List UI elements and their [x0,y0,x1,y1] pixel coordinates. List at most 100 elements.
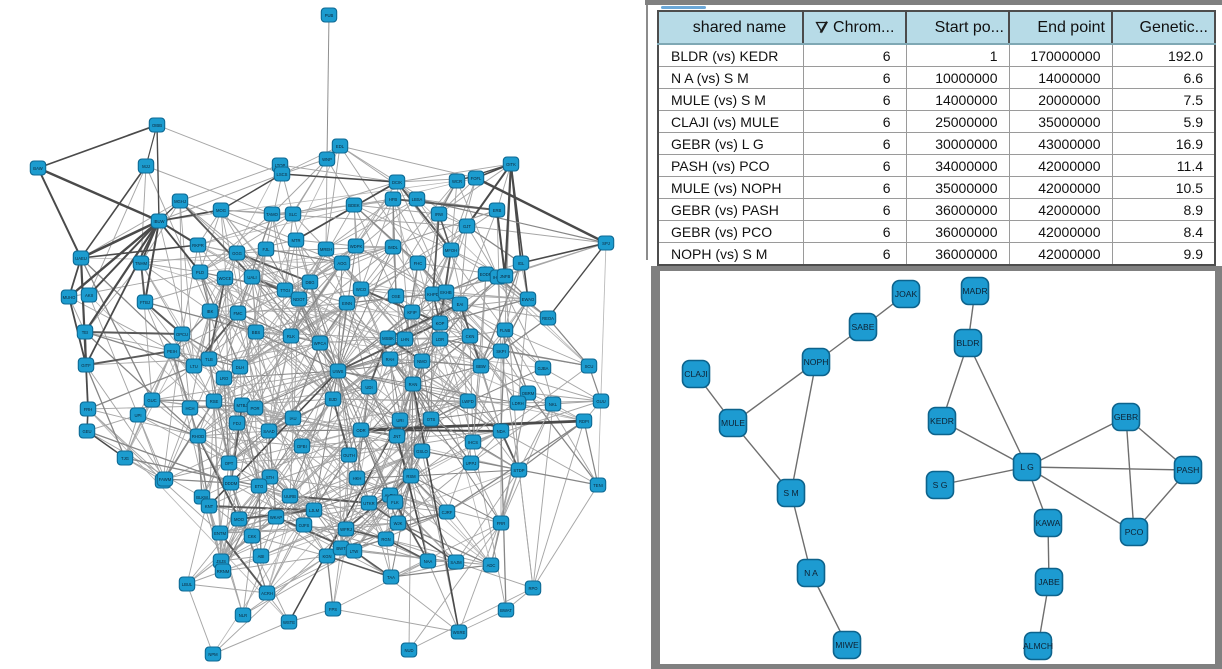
svg-text:UAEU: UAEU [75,256,87,261]
svg-text:OBRM: OBRM [522,391,535,396]
svg-text:LJLM: LJLM [309,508,320,513]
svg-text:FOFL: FOFL [471,176,482,181]
svg-text:UDI: UDI [365,385,372,390]
svg-text:GUC: GUC [147,398,156,403]
svg-text:MTR: MTR [291,238,300,243]
svg-text:LTW: LTW [350,549,359,554]
svg-text:OITK: OITK [506,162,516,167]
svg-text:JNT: JNT [393,434,401,439]
svg-text:TENI: TENI [593,483,603,488]
svg-text:LBSA: LBSA [412,197,423,202]
svg-text:TNHM: TNHM [135,261,148,266]
svg-text:HCH: HCH [185,406,194,411]
svg-text:EINN: EINN [342,301,352,306]
svg-text:HKH: HKH [353,476,362,481]
svg-text:POR: POR [250,406,259,411]
svg-text:PEIH: PEIH [167,349,177,354]
svg-text:LWFD: LWFD [462,399,474,404]
svg-text:SCU: SCU [585,364,594,369]
svg-text:BBS: BBS [252,330,261,335]
svg-text:KHPD: KHPD [427,292,439,297]
svg-text:AOG: AOG [337,261,346,266]
svg-text:ALMCH: ALMCH [1023,641,1053,651]
svg-text:GJT: GJT [463,224,471,229]
svg-text:UALI: UALI [247,275,256,280]
svg-text:KFIP: KFIP [407,310,417,315]
svg-text:RAH: RAH [386,357,395,362]
svg-text:S G: S G [933,480,948,490]
svg-text:TEI: TEI [82,330,89,335]
svg-text:HFB: HFB [389,197,398,202]
svg-text:NDA: NDA [497,429,506,434]
svg-text:BDEK: BDEK [348,203,360,208]
svg-text:SABE: SABE [852,322,875,332]
svg-text:SAJM: SAJM [450,560,462,565]
svg-text:SPJ: SPJ [602,241,610,246]
svg-text:LDR: LDR [436,337,444,342]
svg-text:EKHB: EKHB [440,290,452,295]
svg-text:RRNM: RRNM [217,569,230,574]
svg-text:KGN: KGN [322,554,331,559]
svg-text:NKL: NKL [549,402,558,407]
svg-text:NPM: NPM [208,652,218,657]
svg-text:UPI: UPI [135,413,142,418]
svg-text:OPT: OPT [225,461,234,466]
svg-text:FHC: FHC [414,261,423,266]
svg-text:EWAO: EWAO [522,297,535,302]
svg-text:IGL: IGL [518,261,525,266]
svg-text:MULE: MULE [721,418,745,428]
svg-text:MFOH: MFOH [445,248,457,253]
svg-text:GGG: GGG [232,251,242,256]
svg-text:SAAD: SAAD [263,429,274,434]
svg-text:BAW: BAW [33,166,42,171]
svg-text:PCO: PCO [1125,527,1144,537]
svg-text:KNT: KNT [205,504,214,509]
svg-text:ETO: ETO [255,484,264,489]
svg-text:MADR: MADR [962,286,987,296]
svg-text:FLNB: FLNB [500,328,511,333]
svg-text:REOA: REOA [542,316,554,321]
svg-text:CKN: CKN [466,334,475,339]
svg-text:NOPH: NOPH [804,357,829,367]
svg-text:LTOP: LTOP [275,163,286,168]
svg-text:UURB: UURB [284,494,296,499]
svg-text:JSJS: JSJS [216,559,226,564]
svg-text:ERB: ERB [493,208,502,213]
svg-text:TTGI: TTGI [280,288,290,293]
svg-text:LBUL: LBUL [182,582,193,587]
svg-text:FLK: FLK [391,500,399,505]
svg-text:GSLO: GSLO [416,449,428,454]
svg-text:MUHO: MUHO [63,295,77,300]
svg-text:OIBB: OIBB [152,123,162,128]
svg-text:RPO: RPO [528,586,538,591]
svg-text:EDL: EDL [336,144,345,149]
svg-text:LHN: LHN [401,337,409,342]
svg-text:ODR: ODR [356,428,365,433]
svg-text:LSCS: LSCS [277,172,288,177]
svg-text:FAWM: FAWM [159,477,172,482]
svg-text:OPCU: OPCU [176,332,188,337]
svg-text:CLAJI: CLAJI [684,369,707,379]
svg-text:KOP: KOP [436,321,445,326]
svg-text:BBW: BBW [476,364,486,369]
svg-text:BWT: BWT [336,546,346,551]
svg-text:BWAT: BWAT [500,608,512,613]
svg-text:TAA: TAA [387,575,395,580]
svg-text:GEU: GEU [82,429,91,434]
svg-text:UPPJ: UPPJ [466,461,477,466]
svg-text:IBK: IBK [207,309,214,314]
svg-text:WCO: WCO [356,287,367,292]
svg-text:WDPK: WDPK [350,244,363,249]
svg-text:LTU: LTU [190,364,198,369]
svg-text:NAA: NAA [424,559,433,564]
svg-text:NUD: NUD [404,648,413,653]
svg-text:WKAP: WKAP [270,515,283,520]
svg-text:DBG: DBG [305,280,314,285]
svg-text:BLDR: BLDR [957,338,980,348]
svg-text:DCIK: DCIK [392,180,402,185]
svg-text:MJJ: MJJ [142,164,150,169]
svg-text:GUU: GUU [596,399,605,404]
svg-text:FTBJ: FTBJ [140,300,150,305]
svg-text:BJD: BJD [329,397,337,402]
svg-text:TLB: TLB [205,357,213,362]
